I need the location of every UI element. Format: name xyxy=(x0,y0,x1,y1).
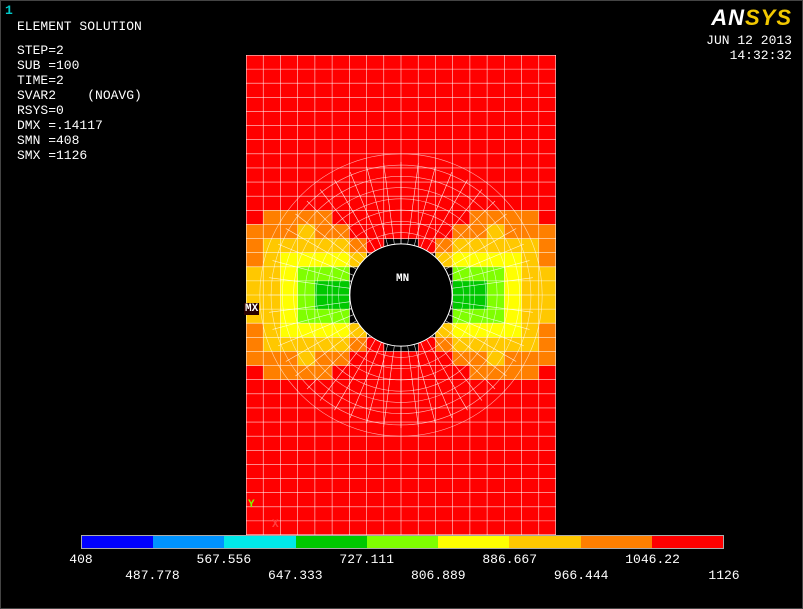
legend-segment xyxy=(153,536,224,548)
legend-segment xyxy=(224,536,295,548)
legend-tick: 408 xyxy=(69,552,92,567)
info-line: SMX =1126 xyxy=(17,148,142,163)
legend-segment xyxy=(82,536,153,548)
legend-tick: 806.889 xyxy=(411,568,466,583)
legend-tick: 1046.22 xyxy=(625,552,680,567)
logo-an: AN xyxy=(711,5,745,30)
info-line: SVAR2 (NOAVG) xyxy=(17,88,142,103)
mn-marker: MN xyxy=(396,273,409,285)
info-line: RSYS=0 xyxy=(17,103,142,118)
legend-bar xyxy=(81,535,724,549)
legend-tick: 727.111 xyxy=(339,552,394,567)
info-block: STEP=2SUB =100TIME=2SVAR2 (NOAVG)RSYS=0D… xyxy=(17,43,142,163)
ansys-viewport: 1 ELEMENT SOLUTION STEP=2SUB =100TIME=2S… xyxy=(0,0,803,609)
legend-labels-bot: 487.778647.333806.889966.4441126 xyxy=(81,568,724,584)
ansys-logo: ANSYS xyxy=(711,5,792,31)
info-line: TIME=2 xyxy=(17,73,142,88)
mx-marker: MX xyxy=(244,303,259,315)
legend-tick: 567.556 xyxy=(197,552,252,567)
legend-tick: 647.333 xyxy=(268,568,323,583)
time-label: 14:32:32 xyxy=(706,48,792,63)
legend-tick: 487.778 xyxy=(125,568,180,583)
info-line: STEP=2 xyxy=(17,43,142,58)
logo-sys: SYS xyxy=(745,5,792,30)
legend-segment xyxy=(652,536,723,548)
legend-segment xyxy=(367,536,438,548)
legend-segment xyxy=(438,536,509,548)
legend-segment xyxy=(581,536,652,548)
legend-tick: 1126 xyxy=(708,568,739,583)
window-index: 1 xyxy=(5,3,13,18)
legend-tick: 966.444 xyxy=(554,568,609,583)
x-axis-marker: X xyxy=(272,519,279,531)
legend-tick: 886.667 xyxy=(482,552,537,567)
legend-labels-top: 408567.556727.111886.6671046.22 xyxy=(81,552,724,568)
info-line: SUB =100 xyxy=(17,58,142,73)
legend-segment xyxy=(509,536,580,548)
date-label: JUN 12 2013 xyxy=(706,33,792,48)
solution-title: ELEMENT SOLUTION xyxy=(17,19,142,34)
y-axis-marker: Y xyxy=(248,499,255,511)
contour-plot: MN MX Y X xyxy=(246,55,556,535)
color-legend: 408567.556727.111886.6671046.22 487.7786… xyxy=(81,535,724,584)
info-line: DMX =.14117 xyxy=(17,118,142,133)
info-line: SMN =408 xyxy=(17,133,142,148)
datetime-block: JUN 12 2013 14:32:32 xyxy=(706,33,792,63)
legend-segment xyxy=(296,536,367,548)
